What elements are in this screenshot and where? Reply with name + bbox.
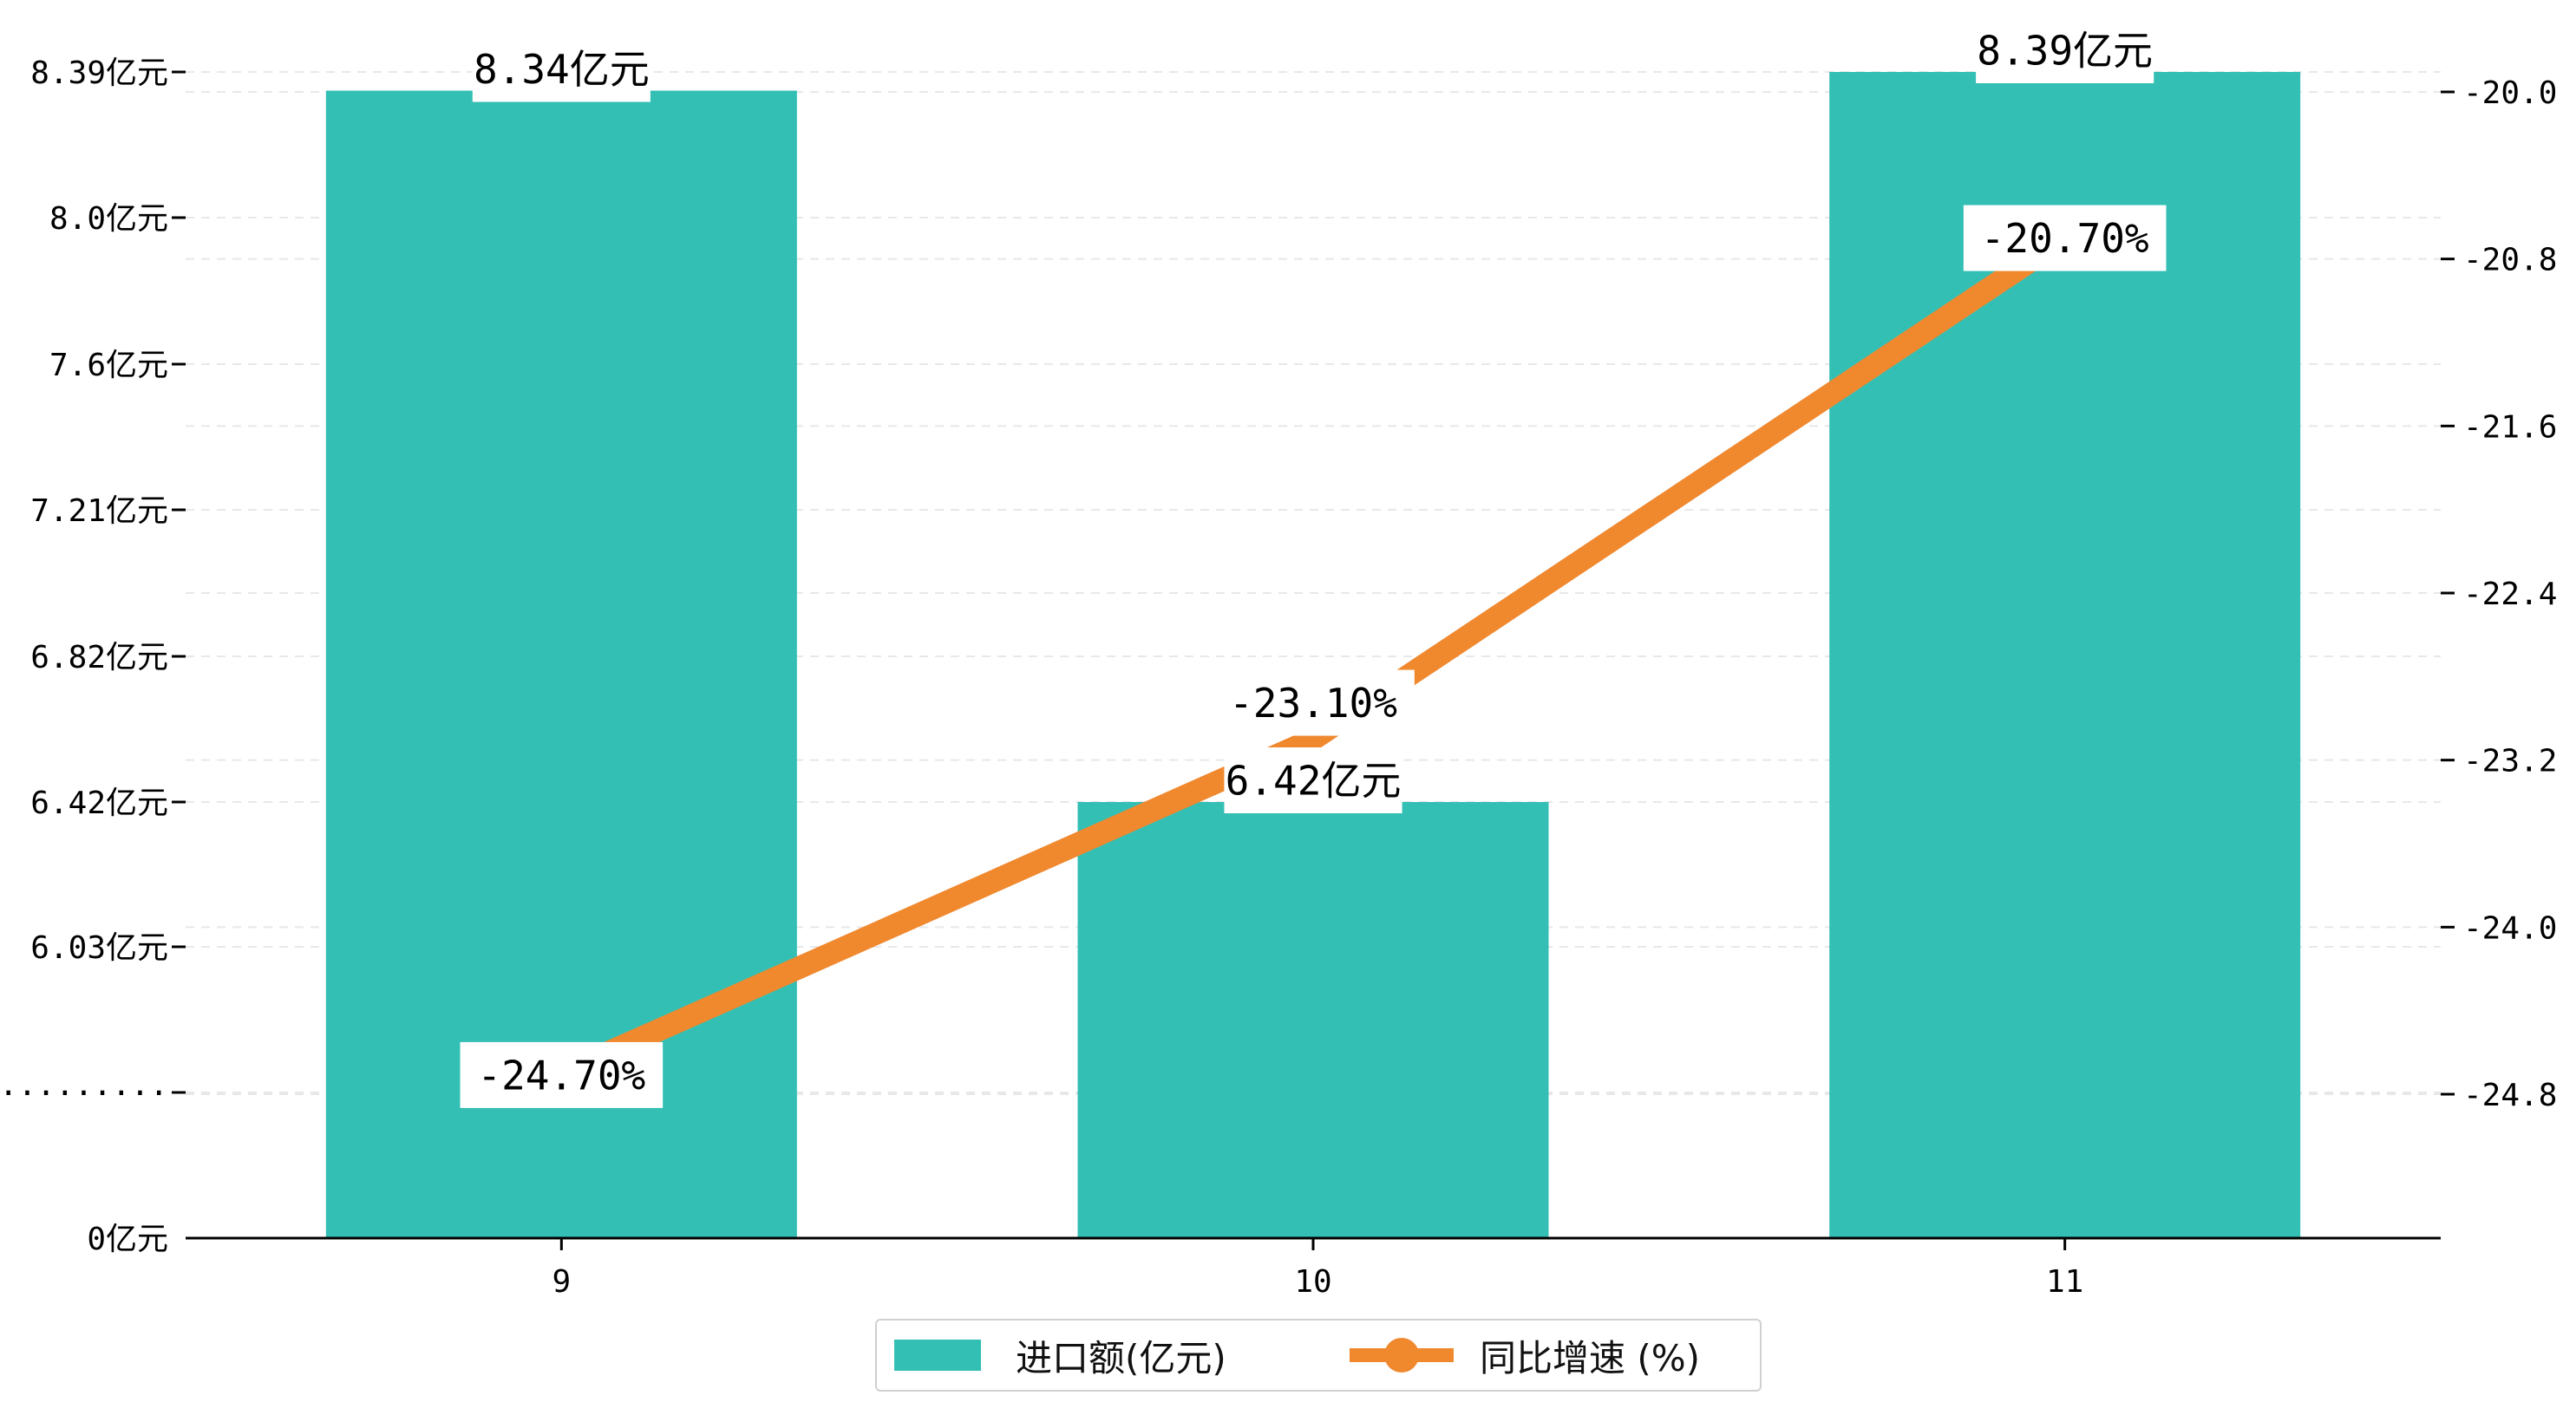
right-tick-label: -23.2 (2463, 744, 2557, 779)
line-label-10: -23.10% (1229, 680, 1397, 727)
bar-label-9-bg (472, 36, 651, 102)
line-label-11: -20.70% (1981, 215, 2149, 262)
bar-label-10-bg (1224, 747, 1402, 813)
left-tick-label: 6.42亿元 (30, 786, 168, 821)
right-tick-label: -24.0 (2463, 910, 2557, 946)
right-tick-label: -24.8 (2463, 1078, 2557, 1113)
right-tick-label: -22.4 (2463, 577, 2557, 612)
legend-swatch-line (1350, 1338, 1454, 1373)
legend-item-import: 进口额(亿元) (894, 1320, 1226, 1390)
legend-swatch-bar (894, 1340, 981, 1371)
left-tick-label: 6.82亿元 (30, 640, 168, 675)
right-tick-label: -20.0 (2463, 75, 2557, 111)
left-tick-label: 8.39亿元 (30, 55, 168, 91)
line-label-10-bg (1212, 669, 1415, 736)
line-label-9-bg (460, 1041, 664, 1108)
line-label-9: -24.70% (477, 1052, 645, 1099)
bar-label-11-bg (1976, 17, 2154, 83)
line-label-11-bg (1963, 205, 2167, 271)
bar-label-9: 8.34亿元 (474, 46, 650, 93)
bar-10 (1077, 802, 1549, 1238)
legend-item-growth: 同比增速 (%) (1350, 1320, 1700, 1390)
x-tick-label: 10 (1294, 1264, 1331, 1300)
left-tick-label: 0亿元 (87, 1222, 168, 1257)
right-tick-label: -21.6 (2463, 409, 2557, 445)
left-tick-label: 7.6亿元 (49, 348, 168, 383)
bar-label-11: 8.39亿元 (1977, 28, 2153, 75)
left-tick-label: ········· (0, 1076, 168, 1112)
legend-label-growth: 同比增速 (%) (1480, 1336, 1701, 1379)
left-tick-label: 7.21亿元 (30, 493, 168, 529)
bar-label-10: 6.42亿元 (1226, 758, 1402, 805)
legend: 进口额(亿元) 同比增速 (%) (875, 1319, 1762, 1392)
x-tick-label: 9 (552, 1264, 571, 1300)
legend-label-import: 进口额(亿元) (1016, 1336, 1226, 1379)
left-tick-label: 8.0亿元 (49, 201, 168, 237)
left-tick-label: 6.03亿元 (30, 930, 168, 966)
growth-line (557, 228, 2071, 1084)
right-tick-label: -20.8 (2463, 243, 2557, 278)
x-tick-label: 11 (2046, 1264, 2083, 1300)
